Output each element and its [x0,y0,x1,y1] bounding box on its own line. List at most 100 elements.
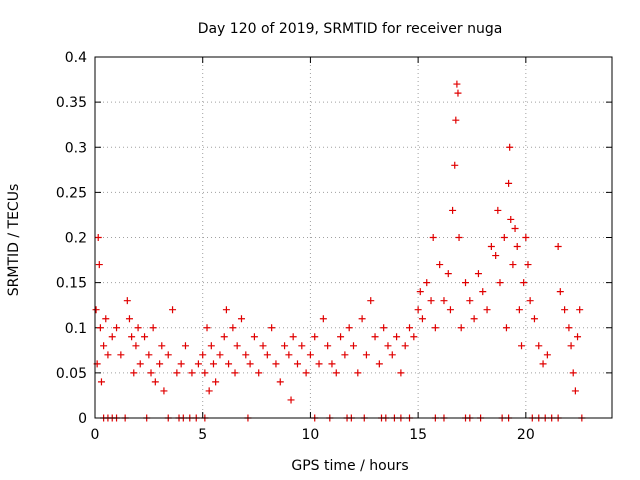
data-point [423,279,431,287]
data-point [440,297,448,305]
data-point [494,206,502,214]
data-points [92,80,586,422]
data-point [567,342,575,350]
data-point [539,360,547,368]
data-point [427,297,435,305]
data-point [556,288,564,296]
data-point [237,315,245,323]
data-point [151,378,159,386]
data-point [231,369,239,377]
data-point [95,261,103,269]
x-axis-label: GPS time / hours [291,458,408,474]
data-point [276,378,284,386]
data-point [375,360,383,368]
data-point [507,215,515,223]
data-point [535,342,543,350]
data-point [128,333,136,341]
data-point [324,342,332,350]
data-point [263,351,271,359]
data-point [242,351,250,359]
y-tick-label: 0.4 [65,50,87,66]
data-point [149,324,157,332]
data-point [173,369,181,377]
y-tick-label: 0.1 [65,321,87,337]
x-tick-label: 15 [409,427,427,443]
x-tick-label: 20 [517,427,535,443]
data-point [397,369,405,377]
data-point [522,234,530,241]
data-point [345,324,353,332]
data-point [332,369,340,377]
data-point [205,387,213,395]
data-point [530,315,538,323]
data-point [147,369,155,377]
data-point [569,369,577,377]
x-tick-label: 10 [302,427,320,443]
data-point [203,324,211,332]
data-point [207,342,215,350]
axis-ticks: 0 0.05 0.1 0.15 0.2 0.25 0.3 0.35 0.4 0 5 10 15 20 [56,50,612,443]
y-tick-label: 0.2 [65,231,87,247]
data-point [177,360,185,368]
data-point [511,224,519,232]
data-point [509,261,517,269]
data-point [384,342,392,350]
data-point [401,342,409,350]
data-point [100,342,108,350]
data-point [92,306,100,314]
data-point [367,297,375,305]
grid [95,57,612,418]
data-point [181,342,189,350]
data-point [281,342,289,350]
data-point [515,306,523,314]
data-point [406,324,414,332]
data-point [414,306,422,314]
y-tick-label: 0 [78,411,87,427]
data-point [259,342,267,350]
data-point [255,369,263,377]
data-point [436,261,444,269]
data-point [199,351,207,359]
data-point [298,342,306,350]
data-point [233,342,241,350]
data-point [371,333,379,341]
data-point [169,306,177,314]
data-point [216,351,224,359]
data-point [272,360,280,368]
data-point [341,351,349,359]
data-point [410,333,418,341]
data-point [160,387,168,395]
data-point [571,387,579,395]
data-point [117,351,125,359]
data-point [457,324,465,332]
data-point [496,279,504,287]
data-point [506,143,514,151]
data-point [474,270,482,278]
data-point [220,333,228,341]
data-point [293,360,301,368]
y-tick-label: 0.25 [56,185,87,201]
data-point [250,333,258,341]
y-axis-label: SRMTID / TECUs [6,184,22,297]
data-point [141,333,149,341]
data-point [188,369,196,377]
data-point [212,378,220,386]
data-point [455,234,463,241]
y-tick-label: 0.3 [65,140,87,156]
data-point [388,351,396,359]
data-point [393,333,401,341]
data-point [418,315,426,323]
y-tick-label: 0.05 [56,366,87,382]
data-point [302,369,310,377]
data-point [164,351,172,359]
data-point [520,279,528,287]
data-point [466,297,474,305]
data-point [328,360,336,368]
x-tick-label: 0 [91,427,100,443]
data-point [319,315,327,323]
data-point [470,315,478,323]
data-point [462,279,470,287]
data-point [158,342,166,350]
data-point [554,243,562,251]
